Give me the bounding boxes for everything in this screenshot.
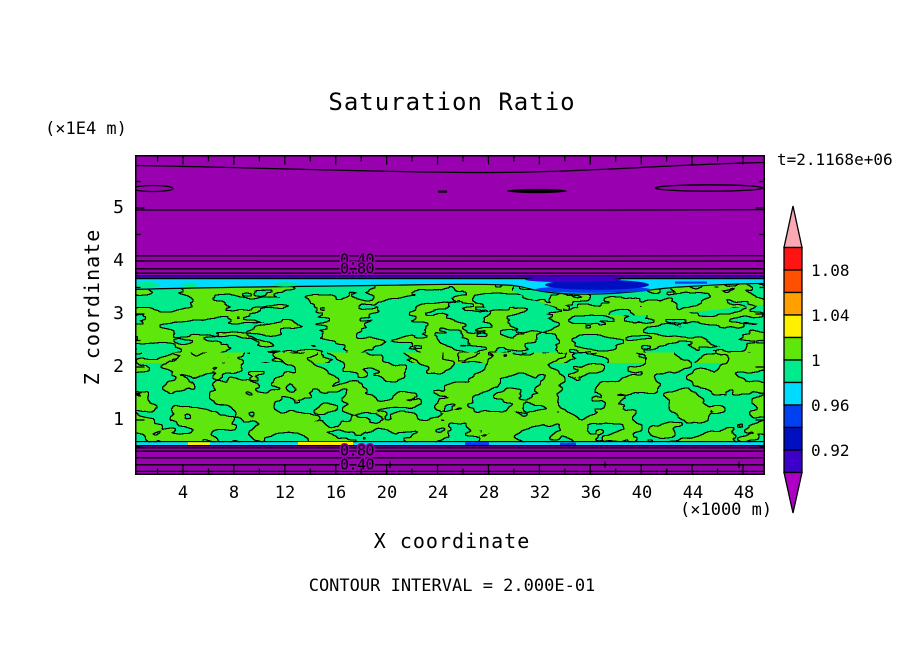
colorbar-over-arrow bbox=[783, 205, 803, 249]
x-axis-unit-label: (×1000 m) bbox=[680, 500, 773, 520]
colorbar-segment bbox=[783, 314, 803, 339]
colorbar-label: 0.92 bbox=[811, 441, 850, 460]
colorbar-segment bbox=[783, 336, 803, 361]
colorbar bbox=[783, 205, 803, 514]
colorbar-label: 1.08 bbox=[811, 261, 850, 280]
contour-interval-note: CONTOUR INTERVAL = 2.000E-01 bbox=[308, 576, 596, 596]
y-tick-label: 3 bbox=[113, 303, 124, 324]
colorbar-label: 1.04 bbox=[811, 306, 850, 325]
x-tick-label: 48 bbox=[733, 483, 755, 503]
strip-teal-patch bbox=[135, 282, 159, 288]
x-axis-title: X coordinate bbox=[373, 529, 531, 553]
x-tick-label: 44 bbox=[682, 483, 704, 503]
colorbar-under-arrow bbox=[783, 471, 803, 514]
contour-label-080-lower: 0.80 bbox=[340, 442, 375, 460]
plot-frame bbox=[135, 155, 765, 475]
colorbar-segment bbox=[783, 246, 803, 271]
x-tick-label: 16 bbox=[325, 483, 347, 503]
y-tick-label: 2 bbox=[113, 356, 124, 377]
lower-contour-labels: 0.80 0.40 bbox=[338, 440, 376, 475]
lower-contour-lines bbox=[135, 445, 765, 473]
lower-cyan-strip bbox=[135, 442, 765, 446]
dip-navy-blob bbox=[545, 279, 649, 290]
contour-label-040-upper: 0.40 bbox=[340, 251, 375, 269]
lower-blue-patch bbox=[560, 442, 576, 446]
y-tick-label: 1 bbox=[113, 409, 124, 430]
lower-unsaturated-region bbox=[135, 445, 765, 475]
time-label: t=2.1168e+06 bbox=[777, 150, 893, 169]
colorbar-segment bbox=[783, 404, 803, 429]
upper-unsaturated-region bbox=[135, 155, 765, 276]
x-tick-label: 24 bbox=[427, 483, 449, 503]
y-tick-label: 5 bbox=[113, 197, 124, 218]
upper-contour-labels: 0.40 0.80 bbox=[338, 249, 376, 279]
x-tick-label: 40 bbox=[631, 483, 653, 503]
colorbar-segment bbox=[783, 449, 803, 474]
colorbar-segment bbox=[783, 426, 803, 451]
colorbar-segment bbox=[783, 359, 803, 384]
x-tick-label: 12 bbox=[274, 483, 296, 503]
lower-yellow-patch bbox=[188, 442, 210, 446]
colorbar-segment bbox=[783, 291, 803, 316]
x-tick-label: 20 bbox=[376, 483, 398, 503]
x-tick-label: 36 bbox=[580, 483, 602, 503]
colorbar-segment bbox=[783, 381, 803, 406]
strip-teal-patch bbox=[182, 282, 198, 288]
dip-blue-streak bbox=[675, 281, 707, 284]
x-tick-label: 32 bbox=[529, 483, 551, 503]
x-tick-label: 8 bbox=[228, 483, 240, 503]
y-axis-unit-label: (×1E4 m) bbox=[45, 119, 127, 139]
upper-contour-lines bbox=[135, 161, 765, 277]
contour-label-040-lower: 0.40 bbox=[340, 456, 375, 474]
colorbar-label: 1 bbox=[811, 351, 821, 370]
axis-ticks bbox=[136, 156, 764, 474]
lower-yellow-patch bbox=[298, 441, 353, 446]
colorbar-segment bbox=[783, 269, 803, 294]
strip-teal-patch bbox=[273, 282, 297, 287]
colorbar-label: 0.96 bbox=[811, 396, 850, 415]
x-tick-label: 4 bbox=[177, 483, 189, 503]
y-tick-label: 4 bbox=[113, 250, 124, 271]
lower-blue-patch bbox=[465, 442, 489, 446]
saturation-contour-plot: 0.40 0.80 0.80 0.40 bbox=[135, 155, 765, 475]
dip-indigo-cap bbox=[525, 277, 621, 283]
page-title: Saturation Ratio bbox=[328, 88, 576, 116]
lower-speckle-layer bbox=[135, 358, 765, 447]
colorbar-segments bbox=[783, 205, 803, 514]
x-tick-label: 28 bbox=[478, 483, 500, 503]
upper-indigo-strip bbox=[135, 276, 765, 279]
contour-label-080-upper: 0.80 bbox=[340, 260, 375, 278]
